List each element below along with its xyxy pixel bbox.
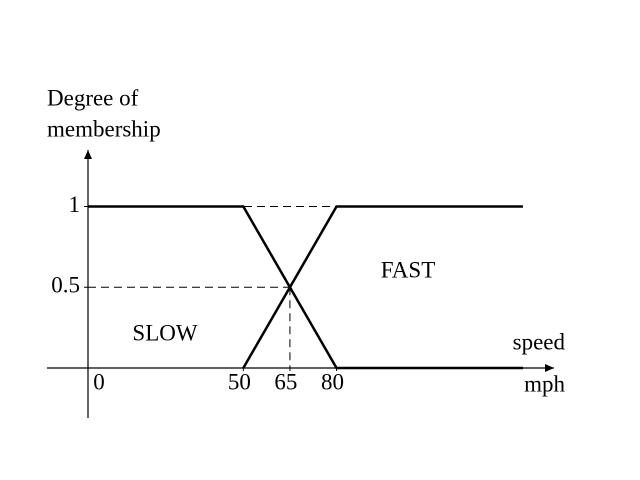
series-line xyxy=(242,205,523,369)
x-tick-label: 65 xyxy=(274,369,297,394)
x-tick-label: 50 xyxy=(228,369,251,394)
series-label: FAST xyxy=(381,257,436,282)
y-axis-label: Degree of xyxy=(47,85,139,110)
series-label: SLOW xyxy=(132,320,197,345)
y-axis-label: membership xyxy=(47,116,161,141)
x-tick-label: 0 xyxy=(93,369,105,394)
x-tick-label: 80 xyxy=(321,369,344,394)
y-tick-label: 0.5 xyxy=(51,273,80,298)
x-axis-label: speed xyxy=(513,329,566,354)
x-axis-unit: mph xyxy=(524,371,565,396)
y-tick-label: 1 xyxy=(69,192,81,217)
